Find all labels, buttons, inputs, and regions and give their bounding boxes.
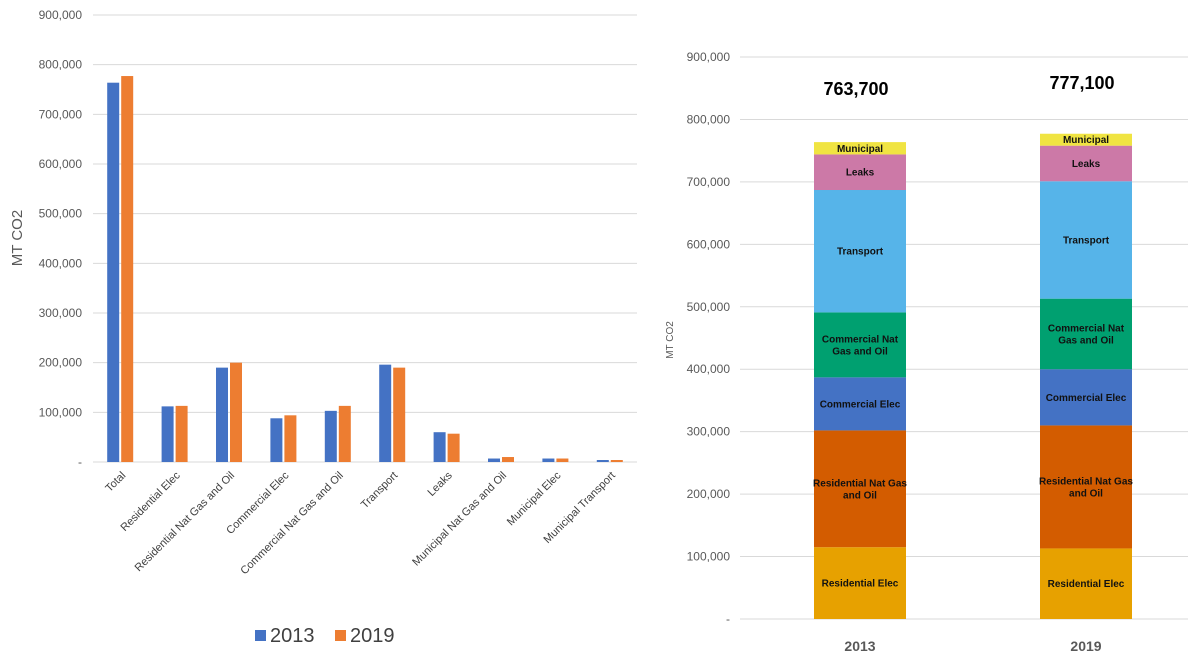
left-x-tick-label: Commercial Nat Gas and Oil (238, 470, 345, 577)
segment-residential-nat-gas-and-oil-2019 (1040, 425, 1132, 549)
segment-label: Municipal (837, 144, 883, 155)
right-y-tick-label: 900,000 (687, 50, 731, 64)
left-y-axis-title: MT CO2 (9, 210, 26, 266)
left-x-tick-label: Municipal Elec (505, 469, 564, 528)
right-y-tick-label: 300,000 (687, 425, 731, 439)
segment-label: Residential Nat Gas (1039, 476, 1133, 487)
legend-label-2019: 2019 (350, 625, 395, 647)
segment-commercial-nat-gas-and-oil-2019 (1040, 298, 1132, 370)
segment-leaks-2013 (814, 154, 906, 191)
bar-2013-commercial-elec (270, 418, 283, 462)
left-y-tick-label: 600,000 (39, 157, 83, 171)
left-y-tick-label: 100,000 (39, 405, 83, 419)
segment-transport-2013 (814, 190, 906, 313)
right-y-tick-label: 400,000 (687, 362, 731, 376)
segment-label: and Oil (843, 490, 877, 501)
segment-commercial-elec-2013 (814, 377, 906, 431)
segment-label: Transport (837, 247, 884, 258)
right-y-tick-label: 500,000 (687, 300, 731, 314)
segment-label: Commercial Elec (820, 399, 901, 410)
segment-label: Gas and Oil (1058, 335, 1114, 346)
left-y-tick-label: 400,000 (39, 256, 83, 270)
bar-2013-municipal-elec (542, 458, 555, 462)
left-y-tick-label: 800,000 (39, 58, 83, 72)
emissions-by-sector-bar-chart: - 100,000 200,000 300,000 400,000 500,000 600,… (9, 8, 637, 647)
segment-commercial-elec-2019 (1040, 369, 1132, 426)
bar-2013-municipal-nat-gas-and-oil (488, 458, 500, 462)
segment-label: Residential Elec (1048, 579, 1125, 590)
bar-2013-municipal-transport (596, 460, 609, 462)
segment-label: Gas and Oil (832, 346, 888, 357)
total-label-2013: 763,700 (823, 79, 888, 99)
segment-transport-2019 (1040, 181, 1132, 299)
bar-2013-residential-elec (161, 406, 174, 462)
segment-label: Commercial Nat (1048, 323, 1125, 334)
right-x-tick-label-2013: 2013 (844, 638, 875, 654)
left-x-tick-label: Transport (359, 470, 400, 511)
segment-residential-elec-2013 (814, 547, 906, 619)
bar-2013-transport (379, 364, 392, 462)
bar-2019-municipal-transport (610, 460, 623, 462)
right-y-axis-title: MT CO2 (665, 321, 676, 359)
segment-label: Residential Elec (822, 579, 899, 590)
left-y-tick-label: 200,000 (39, 356, 83, 370)
right-x-tick-label-2019: 2019 (1070, 638, 1101, 654)
bar-2019-commercial-nat-gas-and-oil (338, 405, 351, 462)
segment-municipal-2013 (814, 142, 906, 155)
segment-label: and Oil (1069, 488, 1103, 499)
left-x-tick-label: Total (103, 470, 128, 495)
bar-2019-municipal-nat-gas-and-oil (502, 457, 514, 462)
right-y-tick-label: - (726, 612, 730, 626)
right-y-tick-label: 800,000 (687, 112, 731, 126)
legend-swatch-2019 (335, 630, 346, 641)
bar-2013-total (107, 82, 120, 462)
segment-leaks-2019 (1040, 145, 1132, 182)
segment-residential-elec-2019 (1040, 548, 1132, 619)
segment-label: Leaks (1072, 159, 1101, 170)
left-y-tick-label: 700,000 (39, 107, 83, 121)
bar-2013-commercial-nat-gas-and-oil (324, 410, 337, 462)
bar-2019-municipal-elec (556, 458, 569, 462)
emissions-stacked-bar-chart: - 100,000 200,000 300,000 400,000 500,000 600,… (665, 50, 1188, 654)
total-label-2019: 777,100 (1049, 73, 1114, 93)
legend-swatch-2013 (255, 630, 266, 641)
segment-label: Leaks (846, 168, 875, 179)
segment-label: Transport (1063, 235, 1110, 246)
right-y-tick-label: 200,000 (687, 487, 731, 501)
left-y-tick-label: 500,000 (39, 207, 83, 221)
bar-2013-residential-nat-gas-and-oil (216, 367, 228, 462)
right-y-tick-label: 700,000 (687, 175, 731, 189)
bar-2019-residential-elec (175, 405, 188, 462)
segment-municipal-2019 (1040, 133, 1132, 146)
left-y-tick-label: 900,000 (39, 8, 83, 22)
right-y-tick-label: 100,000 (687, 550, 731, 564)
bar-2019-total (121, 76, 134, 462)
bar-2019-residential-nat-gas-and-oil (230, 362, 242, 462)
legend-label-2013: 2013 (270, 625, 315, 647)
segment-label: Commercial Elec (1046, 393, 1127, 404)
segment-label: Commercial Nat (822, 334, 899, 345)
segment-label: Municipal (1063, 135, 1109, 146)
left-x-tick-label: Leaks (425, 469, 455, 499)
bar-2019-leaks (447, 433, 460, 462)
segment-commercial-nat-gas-and-oil-2013 (814, 312, 906, 378)
left-y-tick-label: - (78, 455, 82, 469)
bar-2013-leaks (433, 432, 446, 462)
segment-label: Residential Nat Gas (813, 478, 907, 489)
segment-residential-nat-gas-and-oil-2013 (814, 430, 906, 548)
left-y-tick-label: 300,000 (39, 306, 83, 320)
right-y-tick-label: 600,000 (687, 237, 731, 251)
left-x-tick-label: Municipal Nat Gas and Oil (410, 470, 509, 569)
bar-2019-transport (393, 367, 406, 462)
left-x-tick-label: Residential Nat Gas and Oil (133, 470, 237, 574)
bar-2019-commercial-elec (284, 415, 297, 462)
